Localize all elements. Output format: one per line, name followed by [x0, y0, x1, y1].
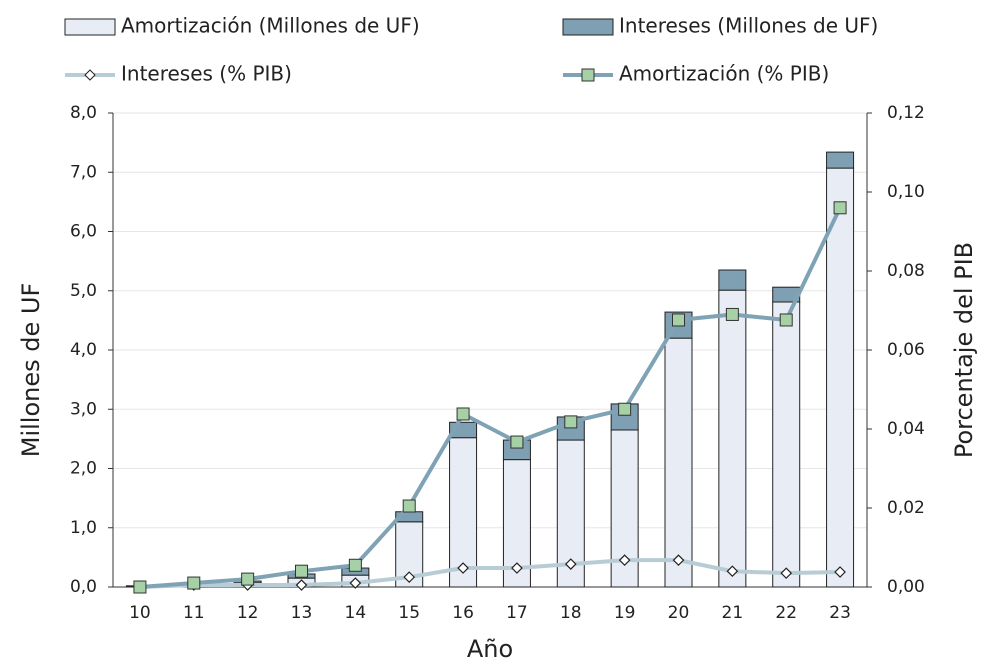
line-marker — [457, 562, 469, 574]
legend-label: Intereses (% PIB) — [121, 62, 292, 86]
legend-marker — [581, 68, 595, 82]
y2-tick-label: 0,00 — [887, 577, 925, 597]
line-marker — [187, 576, 201, 590]
line-marker — [511, 562, 523, 574]
bar — [664, 337, 693, 588]
line-marker — [672, 313, 685, 327]
bar — [772, 301, 801, 588]
x-tick-label: 18 — [560, 603, 582, 623]
y-tick-label: 3,0 — [70, 399, 97, 419]
line-marker — [725, 307, 739, 321]
y2-tick-label: 0,06 — [887, 340, 925, 360]
line-marker — [779, 313, 793, 327]
legend-label: Amortización (Millones de UF) — [121, 14, 420, 38]
line — [139, 206, 842, 589]
x-tick-label: 20 — [668, 603, 690, 623]
x-tick-label: 14 — [345, 603, 367, 623]
bar — [718, 269, 747, 291]
y-tick-label: 6,0 — [70, 222, 97, 242]
line-marker — [348, 558, 362, 572]
y-tick-label: 8,0 — [70, 103, 97, 123]
y-tick-label: 0,0 — [70, 577, 97, 597]
legend-swatch — [562, 18, 614, 36]
line-marker — [456, 407, 470, 421]
line-marker — [564, 415, 578, 429]
x-axis-title: Año — [467, 635, 513, 663]
y-tick-label: 7,0 — [70, 162, 97, 182]
line-marker — [403, 571, 416, 583]
x-tick-label: 10 — [129, 603, 151, 623]
line-marker — [295, 579, 308, 591]
y2-tick-label: 0,12 — [887, 103, 925, 123]
legend-label: Amortización (% PIB) — [619, 62, 829, 86]
line-marker — [241, 572, 255, 586]
x-tick-label: 16 — [452, 603, 474, 623]
x-tick-label: 21 — [722, 603, 744, 623]
y2-tick-label: 0,10 — [887, 182, 925, 202]
line-marker — [133, 580, 147, 594]
x-tick-label: 22 — [775, 603, 797, 623]
x-tick-label: 19 — [614, 603, 636, 623]
line-marker — [833, 201, 847, 215]
line-marker — [780, 567, 793, 580]
line-marker — [618, 402, 632, 416]
bar — [826, 167, 855, 588]
y-tick-label: 5,0 — [70, 281, 97, 301]
y2-tick-label: 0,02 — [887, 498, 925, 518]
y-axis-title: Millones de UF — [17, 283, 45, 458]
x-tick-label: 11 — [183, 603, 205, 623]
bar — [826, 151, 855, 169]
line-marker — [349, 577, 362, 589]
line-marker — [510, 435, 524, 449]
x-tick-label: 17 — [506, 603, 528, 623]
line-marker — [564, 558, 577, 570]
line-marker — [672, 554, 685, 566]
y-tick-label: 2,0 — [70, 459, 97, 479]
y2-tick-label: 0,08 — [887, 261, 925, 281]
y2-tick-label: 0,04 — [887, 419, 925, 439]
bar — [718, 289, 747, 588]
legend-marker — [84, 69, 96, 81]
line-marker — [618, 554, 631, 566]
line — [139, 558, 841, 589]
y2-axis-title: Porcentaje del PIB — [950, 242, 978, 458]
line-marker — [295, 564, 308, 578]
line-marker — [726, 565, 739, 578]
x-tick-label: 13 — [291, 603, 313, 623]
line-marker — [834, 566, 846, 578]
legend-label: Intereses (Millones de UF) — [619, 14, 878, 38]
x-tick-label: 23 — [829, 603, 851, 623]
legend-swatch — [64, 18, 116, 36]
y-tick-label: 4,0 — [70, 340, 97, 360]
x-tick-label: 15 — [398, 603, 420, 623]
x-tick-label: 12 — [237, 603, 259, 623]
line-marker — [402, 499, 416, 513]
y-tick-label: 1,0 — [70, 518, 97, 538]
